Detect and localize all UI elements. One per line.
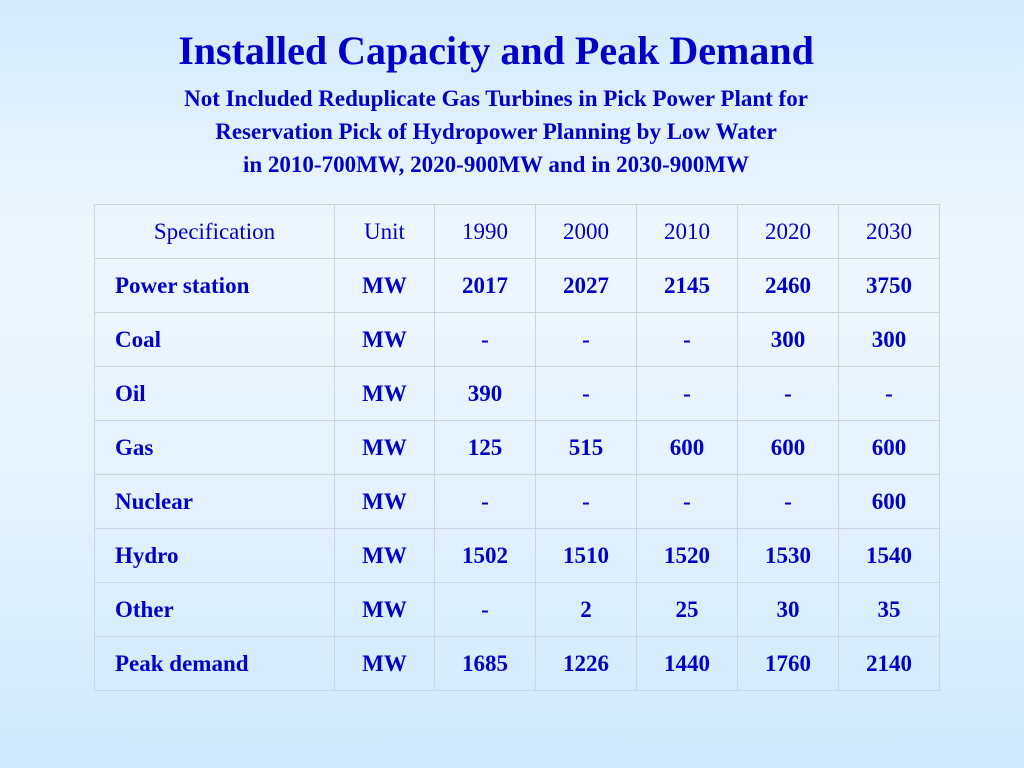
cell-1990: 1502 [434, 528, 536, 583]
cell-2000: 2027 [535, 258, 637, 313]
cell-2030: 3750 [838, 258, 940, 313]
cell-2020: - [737, 474, 839, 529]
table-row: Nuclear MW - - - -600 [94, 474, 940, 529]
cell-unit: MW [334, 582, 435, 637]
cell-specification: Peak demand [94, 636, 335, 691]
cell-2020: 600 [737, 420, 839, 475]
cell-2000: - [535, 366, 637, 421]
table-row: Power station MW 2017 2027 2145 2460 3750 [94, 258, 940, 313]
cell-1990: 1685 [434, 636, 536, 691]
cell-2030: 600 [838, 474, 940, 529]
table-row: Oil MW 390- - - - [94, 366, 940, 421]
cell-2010: - [636, 366, 738, 421]
table-row: Gas MW 125 515 600 600 600 [94, 420, 940, 475]
cell-2000: 1226 [535, 636, 637, 691]
column-header-2020: 2020 [737, 204, 839, 259]
cell-specification: Coal [94, 312, 335, 367]
cell-2000: - [535, 474, 637, 529]
slide-title: Installed Capacity and Peak Demand [178, 28, 814, 73]
cell-unit: MW [334, 474, 435, 529]
cell-unit: MW [334, 366, 435, 421]
cell-2030: 2140 [838, 636, 940, 691]
cell-specification: Nuclear [94, 474, 335, 529]
cell-1990: - [434, 474, 536, 529]
cell-2010: - [636, 312, 738, 367]
cell-2020: - [737, 366, 839, 421]
column-header-unit: Unit [334, 204, 435, 259]
cell-unit: MW [334, 312, 435, 367]
cell-2010: 25 [636, 582, 738, 637]
cell-2030: - [838, 366, 940, 421]
cell-2000: 515 [535, 420, 637, 475]
column-header-specification: Specification [94, 204, 335, 259]
cell-2010: 2145 [636, 258, 738, 313]
cell-specification: Other [94, 582, 335, 637]
cell-2020: 300 [737, 312, 839, 367]
cell-2020: 1760 [737, 636, 839, 691]
subtitle-line: Reservation Pick of Hydropower Planning … [215, 119, 777, 144]
cell-2010: - [636, 474, 738, 529]
subtitle-line: in 2010-700MW, 2020-900MW and in 2030-90… [242, 152, 750, 177]
cell-2020: 30 [737, 582, 839, 637]
column-header-2000: 2000 [535, 204, 637, 259]
table-row: Other MW -2 25 30 35 [94, 582, 940, 637]
cell-1990: - [434, 312, 536, 367]
cell-2020: 2460 [737, 258, 839, 313]
slide-subtitle: Not Included Reduplicate Gas Turbines in… [0, 82, 992, 181]
cell-1990: 125 [434, 420, 536, 475]
cell-2030: 35 [838, 582, 940, 637]
title-block: Installed Capacity and Peak Demand Not I… [0, 26, 992, 181]
table-row: Coal MW - - -300 300 [94, 312, 940, 367]
table-body: Power station MW 2017 2027 2145 2460 3750 Coal M… [94, 258, 940, 691]
cell-2000: 1510 [535, 528, 637, 583]
cell-2030: 300 [838, 312, 940, 367]
column-header-2030: 2030 [838, 204, 940, 259]
subtitle-line: Not Included Reduplicate Gas Turbines in… [184, 86, 808, 111]
cell-1990: - [434, 582, 536, 637]
cell-2030: 600 [838, 420, 940, 475]
cell-specification: Hydro [94, 528, 335, 583]
cell-1990: 390 [434, 366, 536, 421]
cell-specification: Oil [94, 366, 335, 421]
cell-2020: 1530 [737, 528, 839, 583]
table-row: Hydro MW 1502 1510 1520 1530 1540 [94, 528, 940, 583]
cell-1990: 2017 [434, 258, 536, 313]
column-header-2010: 2010 [636, 204, 738, 259]
cell-2000: - [535, 312, 637, 367]
cell-2010: 600 [636, 420, 738, 475]
column-header-1990: 1990 [434, 204, 536, 259]
cell-2010: 1440 [636, 636, 738, 691]
cell-2010: 1520 [636, 528, 738, 583]
cell-unit: MW [334, 636, 435, 691]
table-row: Peak demand MW 1685 1226 1440 1760 2140 [94, 636, 940, 691]
cell-2000: 2 [535, 582, 637, 637]
cell-2030: 1540 [838, 528, 940, 583]
cell-specification: Power station [94, 258, 335, 313]
capacity-table: Specification Unit 1990 2000 2010 2020 2… [94, 204, 940, 691]
cell-unit: MW [334, 420, 435, 475]
table-header-row: Specification Unit 1990 2000 2010 2020 2… [94, 204, 940, 259]
cell-unit: MW [334, 528, 435, 583]
cell-specification: Gas [94, 420, 335, 475]
cell-unit: MW [334, 258, 435, 313]
